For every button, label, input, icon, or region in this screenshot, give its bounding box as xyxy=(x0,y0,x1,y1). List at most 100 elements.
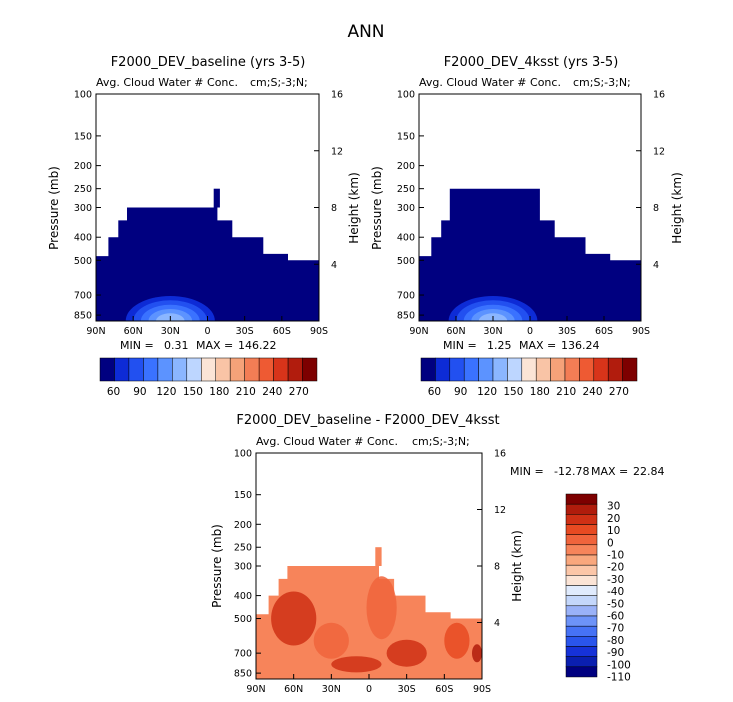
y-axis-label: Pressure (mb) xyxy=(210,524,224,608)
colorbar-swatch xyxy=(258,357,274,382)
y-tick-label: 200 xyxy=(234,520,252,531)
colorbar-label: 270 xyxy=(609,386,629,398)
colorbar-swatch xyxy=(449,357,465,382)
colorbar-swatch xyxy=(435,357,451,382)
y-tick-label: 250 xyxy=(234,543,252,554)
units-label: cm;S;-3;N; xyxy=(412,435,470,448)
colorbar-swatch xyxy=(565,605,598,617)
field-region xyxy=(419,188,641,321)
colorbar-swatch xyxy=(463,357,479,382)
panel-title: F2000_DEV_baseline (yrs 3-5) xyxy=(111,55,306,70)
units-label: cm;S;-3;N; xyxy=(250,76,308,89)
colorbar-swatch xyxy=(565,615,598,627)
contour-level xyxy=(366,576,397,640)
colorbar-swatch xyxy=(172,357,188,382)
x-tick-label: 0 xyxy=(204,326,210,337)
latitude-axis: 90N 60N 30N 0 30S 60S 90S xyxy=(246,674,491,695)
height-tick-label: 12 xyxy=(494,505,506,516)
x-tick-label: 30S xyxy=(398,684,416,695)
colorbar-label: 210 xyxy=(556,386,576,398)
colorbar-label: 180 xyxy=(209,386,229,398)
colorbar-swatch xyxy=(215,357,231,382)
x-tick-label: 30N xyxy=(161,326,180,337)
colorbar-swatch xyxy=(622,357,638,382)
panel-subtitle: Avg. Cloud Water # Conc. xyxy=(256,435,398,448)
y-axis-label: Pressure (mb) xyxy=(47,166,61,250)
colorbar-label: -100 xyxy=(607,659,631,671)
y-tick-label: 200 xyxy=(397,161,415,172)
colorbar-label: 150 xyxy=(183,386,203,398)
x-tick-label: 0 xyxy=(366,684,372,695)
colorbar-swatch xyxy=(244,357,260,382)
contour-level xyxy=(313,622,349,659)
colorbar-label: 270 xyxy=(289,386,309,398)
colorbar-swatch xyxy=(565,575,598,586)
y2-axis-label: Height (km) xyxy=(510,530,524,601)
colorbar-label: 90 xyxy=(133,386,146,398)
colorbar-label: 150 xyxy=(503,386,523,398)
pressure-axis: 100 150 200 250 300 400 500 700 850 xyxy=(74,90,101,322)
height-tick-label: 12 xyxy=(331,146,343,157)
y-tick-label: 150 xyxy=(397,131,415,142)
x-tick-label: 90N xyxy=(409,326,428,337)
x-tick-label: 30N xyxy=(322,684,341,695)
contour-field xyxy=(419,188,641,321)
contour-level xyxy=(386,639,427,667)
colorbar-label: -90 xyxy=(607,647,624,659)
min-label: MIN = xyxy=(443,339,477,352)
max-label: MAX = xyxy=(519,339,556,352)
x-tick-label: 60S xyxy=(595,326,613,337)
panel-4ksst: F2000_DEV_4ksst (yrs 3-5) Avg. Cloud Wat… xyxy=(370,55,684,398)
colorbar-swatch xyxy=(565,564,598,576)
contour-level xyxy=(444,622,470,659)
panel-title: F2000_DEV_4ksst (yrs 3-5) xyxy=(444,55,619,70)
colorbar-label: -20 xyxy=(607,562,624,574)
colorbar-swatch xyxy=(535,357,551,382)
y-tick-label: 850 xyxy=(397,311,415,322)
height-tick-label: 4 xyxy=(331,260,337,271)
max-label: MAX = xyxy=(196,339,233,352)
height-axis: 16 12 8 4 xyxy=(636,90,665,271)
y-tick-label: 250 xyxy=(397,184,415,195)
y-tick-label: 700 xyxy=(397,291,415,302)
field-region xyxy=(96,207,319,321)
colorbar-swatch xyxy=(565,544,598,556)
y-tick-label: 400 xyxy=(397,233,415,244)
figure-title: ANN xyxy=(347,22,384,42)
x-tick-label: 0 xyxy=(527,326,533,337)
colorbar-label: -10 xyxy=(607,550,624,562)
height-tick-label: 4 xyxy=(494,618,500,629)
x-tick-label: 90S xyxy=(632,326,650,337)
colorbar-swatch xyxy=(565,524,598,535)
colorbar-label: -60 xyxy=(607,611,624,623)
colorbar-swatch xyxy=(579,357,595,382)
contour-field xyxy=(256,547,482,679)
colorbar-swatch xyxy=(565,534,598,546)
colorbar-swatch xyxy=(114,357,130,382)
colorbar-swatch xyxy=(420,357,436,382)
y2-axis-label: Height (km) xyxy=(670,172,684,243)
colorbar-swatch xyxy=(565,493,598,505)
colorbar-swatch xyxy=(593,357,609,382)
colorbar-swatch xyxy=(565,554,598,566)
height-tick-label: 8 xyxy=(653,203,659,214)
y-tick-label: 150 xyxy=(234,490,252,501)
y-tick-label: 250 xyxy=(74,184,92,195)
panel-difference: F2000_DEV_baseline - F2000_DEV_4ksst Avg… xyxy=(210,413,665,695)
colorbar: 3020100-10-20-30-40-50-60-70-80-90-100-1… xyxy=(565,493,631,684)
colorbar-swatch xyxy=(492,357,508,382)
panel-title: F2000_DEV_baseline - F2000_DEV_4ksst xyxy=(236,413,499,428)
colorbar-swatch xyxy=(143,357,159,382)
colorbar-swatch xyxy=(565,636,598,647)
colorbar-swatch xyxy=(564,357,580,382)
x-tick-label: 60S xyxy=(435,684,453,695)
colorbar-swatch xyxy=(157,357,173,382)
colorbar-swatch xyxy=(507,357,523,382)
contour-field xyxy=(96,188,319,321)
colorbar-label: 0 xyxy=(607,537,614,549)
colorbar-swatch xyxy=(607,357,623,382)
y-tick-label: 500 xyxy=(234,614,252,625)
height-tick-label: 4 xyxy=(653,260,659,271)
colorbar-swatch xyxy=(565,666,598,678)
